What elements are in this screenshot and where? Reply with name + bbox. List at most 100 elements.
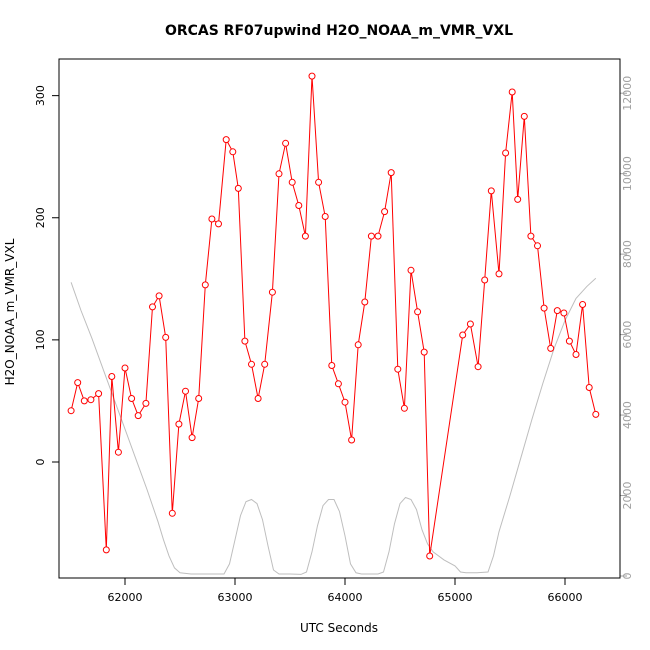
data-point: [208, 215, 216, 223]
data-point: [572, 351, 580, 358]
secondary-series-line: [70, 277, 597, 575]
data-point: [121, 364, 129, 372]
y2-tick-label: 2000: [621, 482, 634, 510]
plot-frame: [58, 58, 621, 579]
x-tick-label: 63000: [218, 591, 253, 604]
data-point: [80, 397, 88, 405]
data-point: [466, 320, 474, 328]
data-point: [527, 232, 535, 240]
data-point: [502, 149, 510, 157]
data-point: [87, 396, 95, 404]
y2-tick-label: 8000: [621, 240, 634, 268]
data-point: [241, 337, 249, 345]
data-point: [67, 407, 75, 415]
chart-title: ORCAS RF07upwind H2O_NOAA_m_VMR_VXL: [165, 23, 513, 39]
data-point: [288, 178, 296, 186]
data-point: [254, 395, 262, 402]
data-point: [414, 308, 422, 316]
data-point: [315, 178, 323, 186]
data-point: [321, 213, 329, 220]
data-point: [547, 344, 555, 352]
data-point: [108, 373, 116, 380]
data-point: [95, 390, 103, 398]
data-point: [387, 169, 395, 177]
data-point: [295, 202, 303, 209]
x-tick-label: 66000: [548, 591, 583, 604]
data-point: [128, 395, 136, 402]
data-point: [182, 387, 189, 395]
data-point: [308, 72, 316, 80]
data-point: [579, 301, 587, 308]
data-point: [341, 398, 349, 406]
y2-tick-label: 4000: [621, 401, 634, 429]
x-tick-label: 62000: [108, 591, 143, 604]
data-point: [175, 420, 183, 428]
data-point: [234, 184, 242, 192]
data-point: [261, 360, 269, 368]
data-point: [481, 276, 489, 284]
data-point: [268, 288, 276, 296]
y-axis-label: H2O_NOAA_m_VMR_VXL: [3, 238, 17, 385]
data-point: [367, 232, 375, 240]
data-point: [134, 412, 142, 420]
y2-tick-label: 6000: [621, 321, 634, 349]
data-point: [420, 348, 428, 356]
data-point: [229, 148, 237, 156]
data-point: [407, 266, 415, 274]
data-point: [592, 410, 600, 418]
primary-series-line: [70, 76, 597, 557]
data-point: [188, 434, 196, 442]
data-point: [361, 298, 369, 306]
x-tick-label: 64000: [328, 591, 363, 604]
y2-tick-label: 12000: [621, 76, 634, 111]
data-point: [426, 552, 434, 560]
y-tick-label: 300: [34, 85, 47, 106]
y-tick-label: 200: [34, 207, 47, 228]
data-point: [400, 404, 408, 412]
data-point: [495, 270, 503, 278]
data-point: [514, 195, 522, 203]
axes-group: 62000 63000 64000 65000 66000 0 100 200 300 0 2000…: [34, 76, 634, 604]
y2-tick-label: 0: [621, 572, 634, 579]
y-tick-label: 0: [34, 458, 47, 465]
data-point: [328, 362, 336, 369]
secondary-series-group: [70, 277, 597, 575]
data-point: [74, 379, 82, 387]
x-tick-label: 65000: [438, 591, 473, 604]
data-point: [540, 304, 548, 312]
data-point: [275, 170, 283, 178]
primary-series-group: [67, 72, 600, 560]
data-point: [248, 360, 255, 368]
data-point: [520, 112, 528, 120]
data-point: [459, 331, 467, 339]
x-axis-label: UTC Seconds: [300, 621, 378, 635]
y2-tick-label: 10000: [621, 156, 634, 191]
data-point: [394, 365, 402, 373]
y-tick-label: 100: [34, 329, 47, 350]
data-point: [560, 309, 568, 317]
data-point: [155, 292, 163, 300]
data-point: [474, 363, 482, 371]
data-point: [348, 436, 356, 444]
data-point: [334, 380, 342, 388]
data-point: [142, 399, 150, 407]
data-point: [374, 232, 382, 240]
data-point: [508, 88, 516, 96]
data-point: [162, 333, 170, 341]
data-point: [222, 136, 230, 144]
data-point: [215, 220, 222, 228]
data-point: [565, 337, 573, 345]
data-point: [534, 242, 541, 250]
data-point: [114, 448, 122, 456]
data-point: [201, 281, 209, 289]
data-point: [168, 509, 176, 517]
data-point: [102, 546, 110, 554]
data-point: [282, 139, 290, 147]
data-point: [149, 303, 156, 311]
data-point: [585, 384, 593, 391]
data-point: [301, 232, 309, 240]
data-point: [195, 395, 203, 402]
data-point: [354, 341, 362, 349]
